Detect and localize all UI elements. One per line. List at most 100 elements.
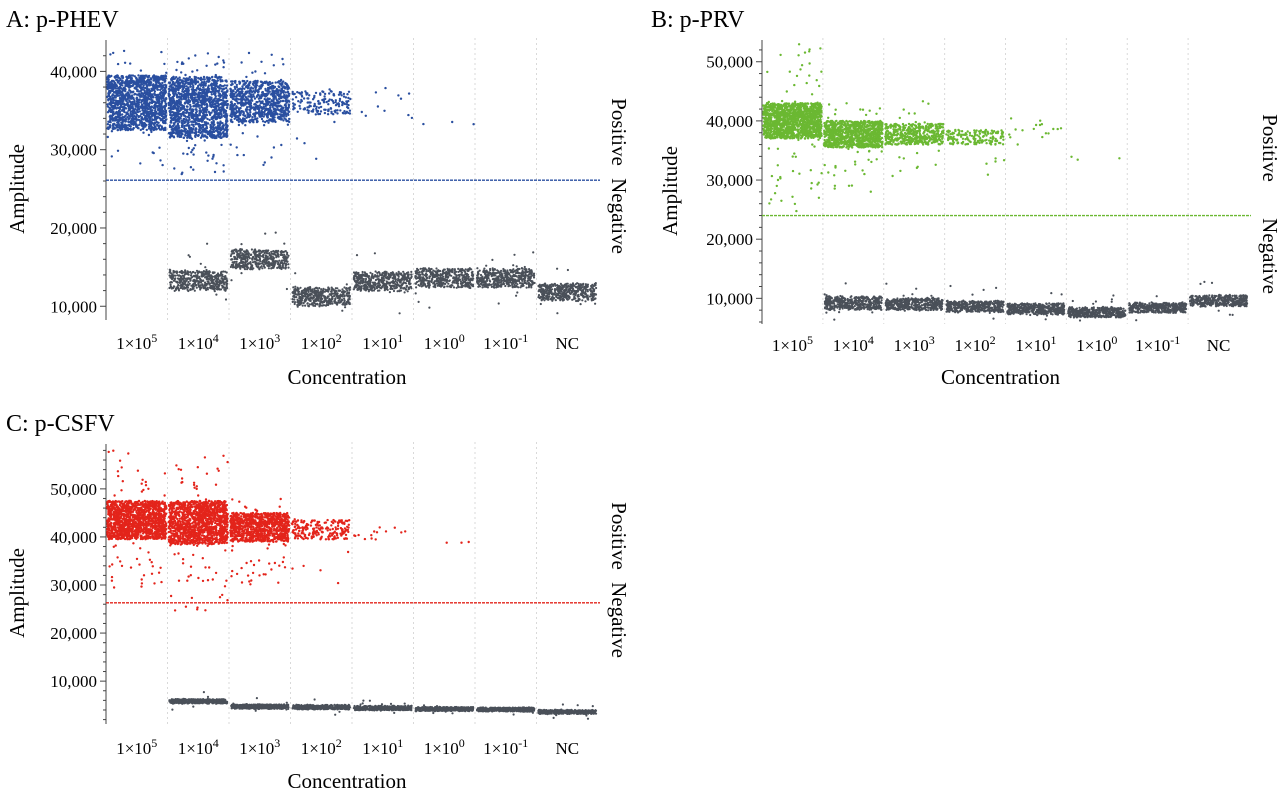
droplet-negative: [389, 274, 391, 276]
droplet-negative: [487, 274, 489, 276]
droplet-negative: [563, 285, 565, 287]
droplet-negative: [485, 273, 487, 275]
droplet-negative: [491, 274, 493, 276]
droplet-negative: [363, 278, 365, 280]
droplet-positive: [150, 88, 152, 90]
droplet-negative: [349, 303, 351, 305]
droplet-negative: [559, 298, 561, 300]
droplet-positive: [156, 88, 158, 90]
droplet-positive: [108, 83, 110, 85]
droplet-positive: [139, 81, 141, 83]
droplet-negative: [307, 305, 309, 307]
droplet-negative: [542, 288, 544, 290]
droplet-negative: [282, 264, 284, 266]
droplet-negative: [513, 279, 515, 281]
droplet-negative: [361, 285, 363, 287]
droplet-negative: [450, 286, 452, 288]
droplet-positive: [121, 80, 123, 82]
droplet-negative: [368, 277, 370, 279]
droplet-negative: [443, 286, 445, 288]
droplet-negative: [483, 268, 485, 270]
droplet-negative: [336, 290, 338, 292]
droplet-positive: [161, 97, 163, 99]
droplet-negative: [344, 304, 346, 306]
droplet-negative: [447, 283, 449, 285]
droplet-negative: [426, 274, 428, 276]
droplet-negative: [285, 250, 287, 252]
droplet-positive: [147, 79, 149, 81]
droplet-negative: [217, 279, 219, 281]
droplet-negative: [208, 283, 210, 285]
droplet-negative: [226, 285, 228, 287]
droplet-negative: [408, 283, 410, 285]
droplet-positive: [132, 85, 134, 87]
droplet-positive: [163, 129, 165, 131]
droplet-negative: [320, 298, 322, 300]
droplet-negative: [226, 279, 228, 281]
droplet-positive: [133, 127, 135, 129]
droplet-negative: [407, 275, 409, 277]
droplet-positive: [145, 92, 147, 94]
droplet-negative: [322, 304, 324, 306]
droplet-negative: [549, 286, 551, 288]
droplet-positive: [128, 99, 130, 101]
droplet-negative: [406, 272, 408, 274]
droplet-negative: [298, 291, 300, 293]
droplet-negative: [479, 280, 481, 282]
droplet-negative: [496, 276, 498, 278]
droplet-negative: [424, 274, 426, 276]
droplet-negative: [294, 303, 296, 305]
droplet-positive: [153, 101, 155, 103]
droplet-negative: [500, 276, 502, 278]
droplet-negative: [241, 252, 243, 254]
droplet-positive: [129, 128, 131, 130]
droplet-negative: [548, 293, 550, 295]
droplet-negative: [509, 285, 511, 287]
droplet-positive: [158, 82, 160, 84]
droplet-negative: [239, 248, 241, 250]
droplet-negative: [489, 272, 491, 274]
droplet-negative: [184, 273, 186, 275]
droplet-negative: [427, 282, 429, 284]
droplet-negative: [373, 286, 375, 288]
droplet-negative: [296, 304, 298, 306]
droplet-positive: [165, 110, 167, 112]
droplet-negative: [575, 286, 577, 288]
droplet-negative: [365, 288, 367, 290]
droplet-negative: [385, 276, 387, 278]
droplet-negative: [517, 286, 519, 288]
y-tick-label: 10,000: [50, 297, 97, 316]
droplet-negative: [369, 281, 371, 283]
droplet-negative: [504, 285, 506, 287]
droplet-negative: [170, 284, 172, 286]
droplet-negative: [216, 283, 218, 285]
droplet-negative: [522, 270, 524, 272]
droplet-negative: [429, 271, 431, 273]
droplet-negative: [551, 284, 553, 286]
droplet-positive: [125, 79, 127, 81]
droplet-positive: [134, 93, 136, 95]
droplet-positive: [124, 103, 126, 105]
droplet-negative: [331, 288, 333, 290]
droplet-positive: [152, 77, 154, 79]
droplet-positive: [134, 75, 136, 77]
droplet-negative: [259, 260, 261, 262]
droplet-negative: [212, 283, 214, 285]
droplet-positive: [223, 170, 225, 172]
droplet-negative: [539, 286, 541, 288]
droplet-negative: [524, 282, 526, 284]
droplet-negative: [370, 279, 372, 281]
droplet-negative: [500, 270, 502, 272]
droplet-negative: [270, 257, 272, 259]
droplet-positive: [116, 124, 118, 126]
droplet-negative: [593, 295, 595, 297]
droplet-negative: [338, 300, 340, 302]
droplet-negative: [259, 258, 261, 260]
droplet-negative: [343, 286, 345, 288]
droplet-negative: [309, 286, 311, 288]
droplet-negative: [301, 290, 303, 292]
droplet-negative: [334, 292, 336, 294]
negative-cluster: [168, 243, 228, 301]
droplet-negative: [593, 290, 595, 292]
droplet-negative: [464, 271, 466, 273]
